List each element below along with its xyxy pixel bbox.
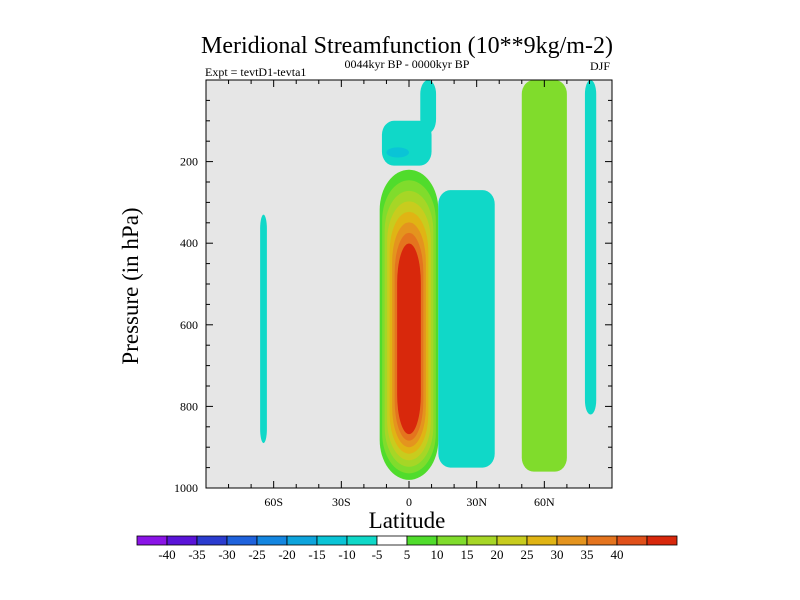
colorbar-label: 5: [404, 547, 411, 562]
y-tick-label: 800: [180, 399, 198, 413]
x-tick-label: 60N: [534, 495, 555, 509]
contour-upper-cell-core: [386, 147, 409, 158]
y-tick-label: 1000: [174, 481, 198, 495]
colorbar-swatch: [316, 535, 348, 546]
colorbar-swatch: [166, 535, 198, 546]
contour-regions: [260, 80, 597, 480]
colorbar-label: 25: [521, 547, 534, 562]
colorbar-label: -15: [308, 547, 325, 562]
colorbar-label: 30: [551, 547, 564, 562]
colorbar-label: -40: [158, 547, 175, 562]
colorbar-label: 20: [491, 547, 504, 562]
colorbar-swatch: [496, 535, 528, 546]
colorbar: -40 -35 -30 -25 -20 -15 -10 -5 5 10 15 20 25 30 35 40: [136, 535, 678, 562]
colorbar-swatch: [346, 535, 378, 546]
period-label: 0044kyr BP - 0000kyr BP: [345, 57, 470, 71]
chart-title: Meridional Streamfunction (10**9kg/m-2): [201, 33, 613, 59]
colorbar-swatch: [616, 535, 648, 546]
colorbar-label: -35: [188, 547, 205, 562]
y-axis-label: Pressure (in hPa): [118, 207, 143, 364]
colorbar-label: -25: [248, 547, 265, 562]
colorbar-label: 10: [431, 547, 444, 562]
colorbar-label: 40: [611, 547, 624, 562]
colorbar-swatch: [286, 535, 318, 546]
colorbar-label: -10: [338, 547, 355, 562]
colorbar-swatch: [406, 535, 438, 546]
contour-upper-cell-column: [420, 80, 437, 134]
colorbar-swatch: [586, 535, 618, 546]
colorbar-swatch: [136, 535, 168, 546]
contour-nh-subtropical-band: [438, 190, 495, 468]
colorbar-swatch: [376, 535, 408, 546]
contour-level-40: [397, 243, 421, 435]
colorbar-swatch: [226, 535, 258, 546]
colorbar-swatch: [256, 535, 288, 546]
x-tick-label: 30N: [466, 495, 487, 509]
contour-sh-high-lat-cell: [260, 214, 267, 444]
colorbar-swatch: [436, 535, 468, 546]
season-label: DJF: [590, 59, 610, 73]
colorbar-label: 35: [581, 547, 594, 562]
colorbar-swatch: [466, 535, 498, 546]
x-axis-label: Latitude: [369, 508, 446, 533]
x-tick-label: 30S: [332, 495, 351, 509]
contour-nh-ferrel-column: [521, 80, 567, 472]
colorbar-label: -5: [372, 547, 383, 562]
colorbar-label: -20: [278, 547, 295, 562]
y-tick-label: 600: [180, 318, 198, 332]
colorbar-swatch: [646, 535, 678, 546]
colorbar-swatch: [196, 535, 228, 546]
y-axis-ticks: 200 400 600 800 1000: [174, 99, 612, 495]
y-tick-label: 400: [180, 236, 198, 250]
contour-nh-polar-cell: [584, 80, 597, 415]
x-axis-ticks: 60S 30S 0 30N 60N: [228, 80, 590, 509]
colorbar-label: 15: [461, 547, 474, 562]
colorbar-swatch: [526, 535, 558, 546]
colorbar-swatch: [556, 535, 588, 546]
y-tick-label: 200: [180, 155, 198, 169]
experiment-label: Expt = tevtD1-tevta1: [205, 65, 306, 79]
x-tick-label: 0: [406, 495, 412, 509]
x-tick-label: 60S: [264, 495, 283, 509]
colorbar-label: -30: [218, 547, 235, 562]
